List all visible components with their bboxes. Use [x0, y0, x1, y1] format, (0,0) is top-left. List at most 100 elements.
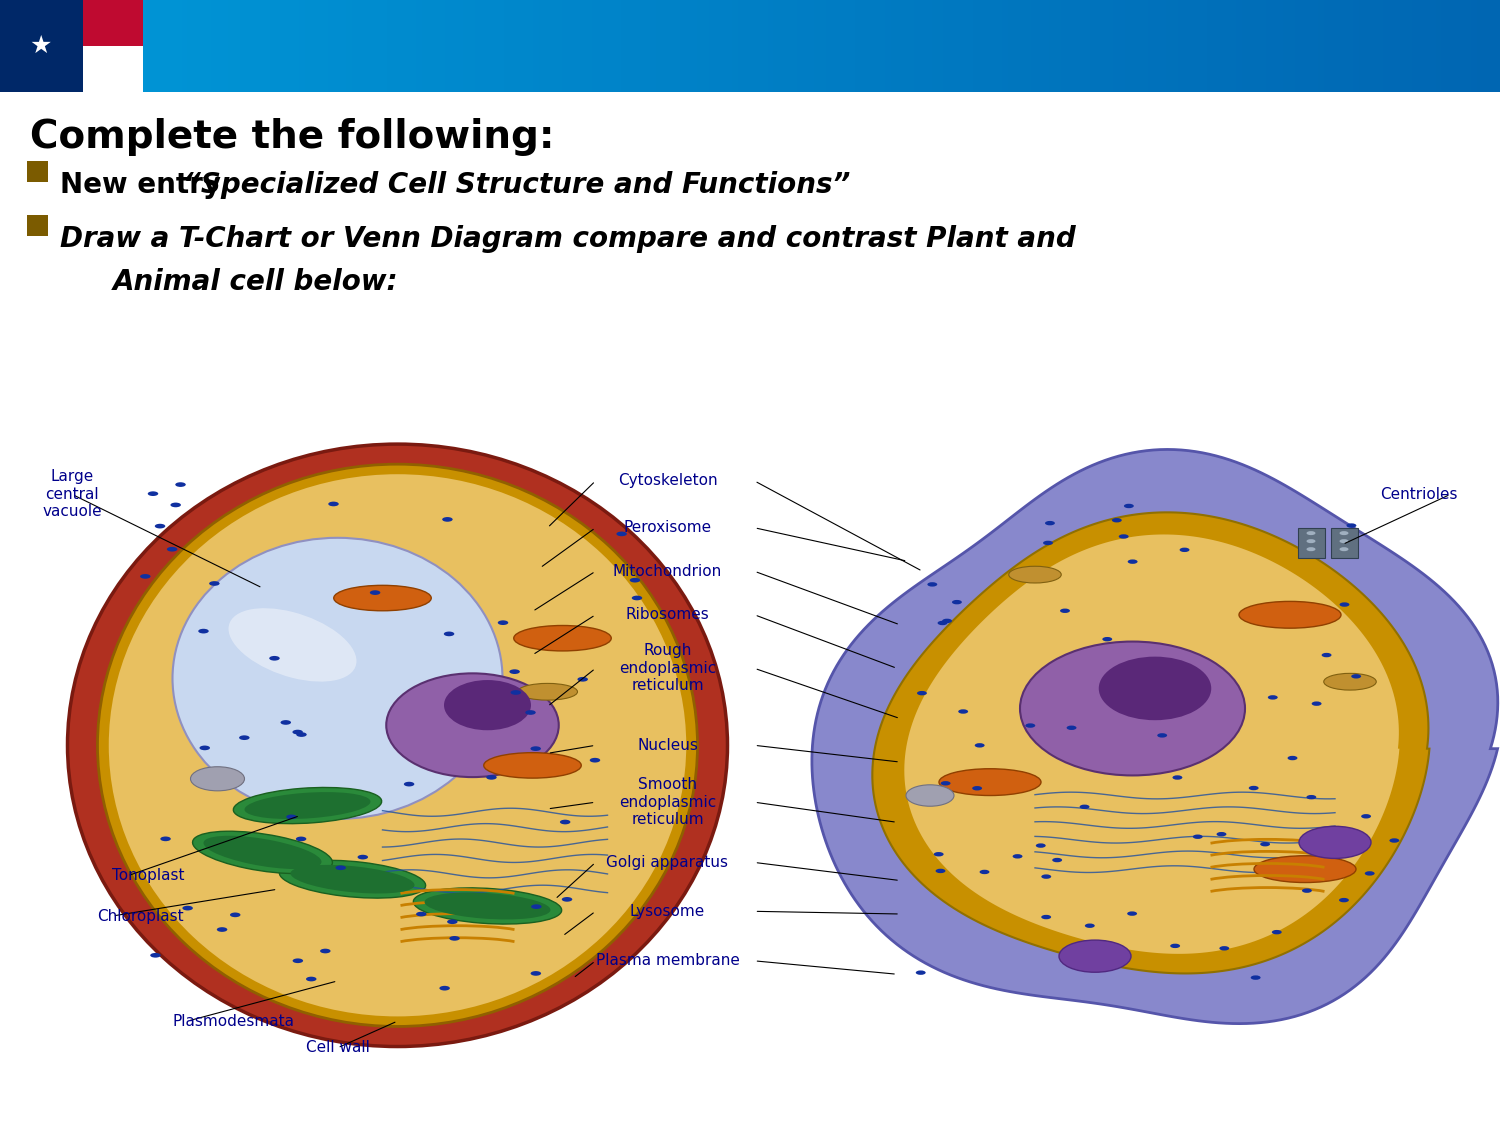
Circle shape [1311, 702, 1322, 705]
Circle shape [166, 547, 177, 551]
Circle shape [1036, 844, 1046, 848]
Circle shape [154, 524, 165, 529]
Circle shape [444, 631, 454, 637]
Circle shape [936, 868, 945, 873]
Text: Plasma membrane: Plasma membrane [596, 953, 740, 969]
Circle shape [1287, 756, 1298, 760]
Circle shape [447, 919, 458, 924]
Circle shape [183, 906, 194, 910]
Circle shape [320, 948, 330, 953]
Text: Welcome to Class! 10-13 and 10-14: Welcome to Class! 10-13 and 10-14 [252, 22, 1248, 70]
Circle shape [1042, 541, 1053, 546]
Circle shape [1041, 874, 1052, 879]
Circle shape [198, 629, 208, 633]
Circle shape [176, 483, 186, 487]
Ellipse shape [291, 865, 414, 893]
Circle shape [440, 986, 450, 990]
Circle shape [916, 691, 927, 695]
Text: Cell wall: Cell wall [306, 1041, 369, 1055]
Text: Nucleus: Nucleus [638, 738, 698, 753]
Circle shape [292, 730, 303, 735]
Circle shape [531, 904, 542, 909]
Circle shape [1340, 602, 1350, 606]
Circle shape [1052, 858, 1062, 862]
Circle shape [1119, 534, 1128, 539]
Circle shape [1066, 726, 1077, 730]
Ellipse shape [1008, 566, 1062, 583]
Ellipse shape [279, 861, 426, 898]
Circle shape [200, 746, 210, 750]
Text: Tonoplast: Tonoplast [112, 868, 184, 883]
Circle shape [1248, 786, 1258, 790]
Text: Cytoskeleton: Cytoskeleton [618, 474, 717, 488]
Circle shape [590, 758, 600, 763]
Circle shape [1220, 946, 1228, 951]
Circle shape [190, 767, 244, 791]
Circle shape [1299, 826, 1371, 858]
Circle shape [632, 595, 642, 601]
Text: “Specialized Cell Structure and Functions”: “Specialized Cell Structure and Function… [183, 171, 850, 199]
Circle shape [1302, 889, 1312, 893]
Circle shape [1126, 911, 1137, 916]
Circle shape [1260, 842, 1270, 846]
Circle shape [1041, 915, 1052, 919]
Circle shape [486, 775, 496, 780]
Circle shape [531, 971, 542, 975]
Circle shape [927, 582, 938, 586]
Text: Rough
endoplasmic
reticulum: Rough endoplasmic reticulum [620, 644, 716, 693]
Bar [27, 215, 48, 236]
Circle shape [616, 531, 627, 537]
Ellipse shape [98, 465, 698, 1026]
Circle shape [357, 855, 368, 860]
Circle shape [906, 785, 954, 807]
Ellipse shape [414, 888, 561, 924]
Circle shape [160, 837, 171, 842]
Ellipse shape [172, 538, 503, 819]
Bar [27, 161, 48, 182]
Circle shape [1128, 559, 1137, 564]
Circle shape [1365, 871, 1374, 875]
Circle shape [562, 897, 573, 902]
Circle shape [1340, 547, 1348, 551]
Ellipse shape [204, 836, 321, 870]
Ellipse shape [1323, 674, 1377, 690]
Circle shape [560, 820, 570, 825]
Circle shape [1352, 674, 1360, 678]
Circle shape [1112, 518, 1122, 522]
Circle shape [578, 677, 588, 682]
Text: Golgi apparatus: Golgi apparatus [606, 855, 729, 870]
Circle shape [1306, 547, 1316, 551]
Ellipse shape [939, 768, 1041, 795]
Circle shape [1347, 523, 1356, 528]
Circle shape [370, 591, 381, 595]
Circle shape [230, 912, 240, 917]
Circle shape [292, 958, 303, 963]
Circle shape [525, 710, 536, 714]
Circle shape [171, 503, 182, 507]
Ellipse shape [518, 683, 578, 700]
Circle shape [1080, 804, 1089, 809]
Circle shape [217, 927, 228, 932]
Circle shape [1156, 734, 1167, 738]
Text: Lysosome: Lysosome [630, 903, 705, 919]
Text: Draw a T-Chart or Venn Diagram compare and contrast Plant and: Draw a T-Chart or Venn Diagram compare a… [60, 225, 1076, 253]
Circle shape [306, 976, 316, 981]
Circle shape [1251, 975, 1260, 980]
Circle shape [1340, 531, 1348, 536]
Text: Peroxisome: Peroxisome [624, 520, 711, 536]
Circle shape [972, 786, 982, 791]
Circle shape [1306, 531, 1316, 536]
Text: Mitochondrion: Mitochondrion [614, 564, 722, 578]
Ellipse shape [333, 585, 432, 611]
Circle shape [1306, 539, 1316, 543]
Circle shape [1059, 940, 1131, 972]
Bar [82, 46, 142, 92]
Circle shape [404, 782, 414, 786]
Circle shape [1060, 609, 1070, 613]
Circle shape [336, 865, 346, 870]
Circle shape [1084, 924, 1095, 928]
Circle shape [147, 492, 158, 496]
Circle shape [416, 911, 426, 917]
Ellipse shape [1098, 657, 1212, 720]
Circle shape [1192, 835, 1203, 839]
